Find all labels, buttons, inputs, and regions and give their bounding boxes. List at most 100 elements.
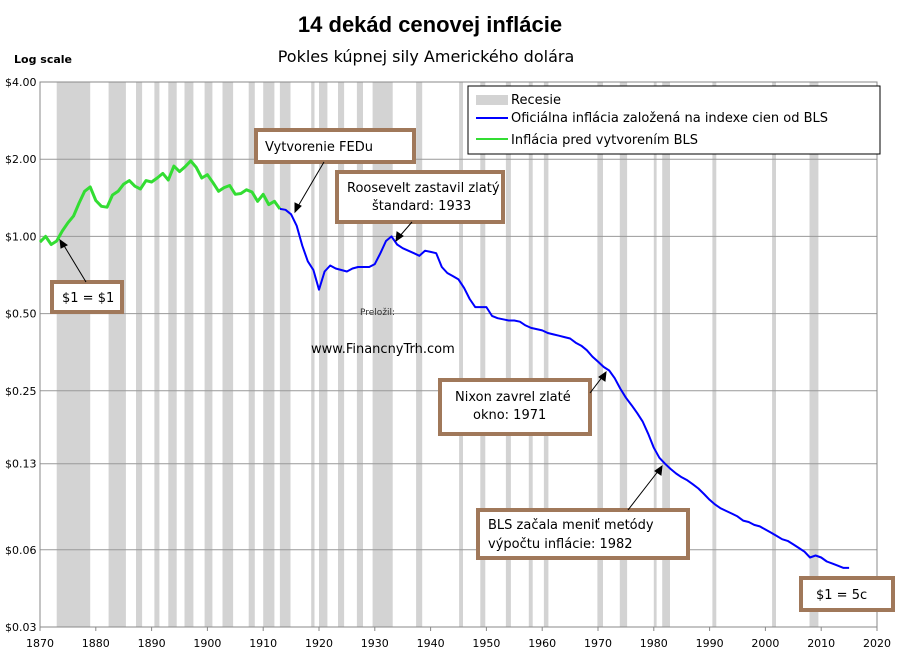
annotation-box [799, 576, 895, 612]
annotation-text: štandard: 1933 [372, 199, 471, 214]
annotation-nixon: Nixon zavrel zlaté okno: 1971 [438, 378, 592, 436]
annotation-text: BLS začala meniť metódy [488, 518, 654, 533]
recession-band-17 [459, 82, 463, 627]
recession-band-21 [543, 82, 549, 627]
annotation-text: Nixon zavrel zlaté [455, 390, 571, 405]
y-tick-label: $0.25 [5, 385, 37, 398]
recession-band-2 [136, 82, 143, 627]
recession-band-8 [248, 82, 255, 627]
recession-band-22 [597, 82, 603, 627]
annotation-arrows [59, 161, 663, 511]
recession-band-3 [154, 82, 160, 627]
series-lines [38, 159, 850, 569]
arrow-bls [627, 469, 660, 511]
recession-band-19 [505, 82, 511, 627]
annotation-text: Vytvorenie FEDu [265, 140, 373, 155]
legend-swatch-recesie [476, 95, 508, 105]
arrow-head-roosevelt [395, 231, 404, 243]
recession-band-27 [772, 82, 776, 627]
x-tick-label: 1950 [472, 637, 500, 650]
recession-band-10 [279, 82, 291, 627]
y-tick-label: $4.00 [5, 76, 37, 89]
x-tick-label: 1990 [696, 637, 724, 650]
recession-band-12 [319, 82, 328, 627]
y-scale-label: Log scale [14, 53, 72, 66]
x-tick-label: 1890 [138, 637, 166, 650]
x-tick-label: 1940 [417, 637, 445, 650]
recession-band-20 [528, 82, 533, 627]
annotation-text: Roosevelt zastavil zlatý [347, 181, 500, 196]
legend-label-recesie: Recesie [511, 93, 561, 108]
recession-band-11 [311, 82, 315, 627]
recession-band-5 [184, 82, 194, 627]
recession-band-16 [416, 82, 423, 627]
y-tick-label: $1.00 [5, 230, 37, 243]
series-line-bls [279, 207, 850, 569]
credit-url: www.FinancnyTrh.com [311, 342, 455, 357]
arrow-fed [296, 161, 325, 209]
arrow-start-dollar [62, 243, 87, 283]
arrow-head-bls [654, 464, 663, 476]
credit-label: Preložil: [360, 308, 395, 318]
chart-title: 14 dekád cenovej inflácie [298, 12, 562, 37]
x-tick-label: 2000 [751, 637, 779, 650]
annotation-fed: Vytvorenie FEDu [254, 128, 416, 164]
annotation-box [476, 508, 690, 560]
annotation-text: $1 = $1 [62, 291, 114, 306]
axis-ticks: $4.00 $2.00 $1.00 $0.50 $0.25 $0.13 $0.06 $0.03… [5, 76, 891, 650]
x-tick-label: 2020 [863, 637, 891, 650]
recession-band-28 [809, 82, 819, 627]
recession-band-24 [653, 82, 657, 627]
annotation-text: okno: 1971 [473, 408, 546, 423]
x-tick-label: 1910 [249, 637, 277, 650]
annotation-text: $1 = 5c [816, 588, 867, 603]
series-line-pre-bls [38, 159, 282, 246]
y-tick-label: $2.00 [5, 153, 37, 166]
grid [40, 81, 877, 628]
x-tick-label: 1980 [640, 637, 668, 650]
recession-band-0 [56, 82, 91, 627]
annotation-start-dollar: $1 = $1 [50, 280, 124, 314]
annotation-bls-methods: BLS začala meniť metódy výpočtu inflácie… [476, 508, 690, 560]
recession-band-14 [356, 82, 363, 627]
annotation-box [50, 280, 124, 314]
recession-band-6 [204, 82, 213, 627]
recession-band-23 [619, 82, 628, 627]
plot-area-border [39, 81, 878, 628]
recession-band-9 [263, 82, 275, 627]
arrow-head-fed [294, 202, 302, 214]
recession-band-4 [168, 82, 177, 627]
legend-label-pre-bls: Inflácia pred vytvorením BLS [511, 133, 698, 148]
annotation-end-dollar: $1 = 5c [799, 576, 895, 612]
x-tick-label: 2010 [807, 637, 835, 650]
legend: Recesie Oficiálna inflácia založená na i… [467, 85, 881, 155]
annotation-box [254, 128, 416, 164]
chart-subtitle: Pokles kúpnej sily Amerického dolára [278, 47, 575, 66]
x-tick-label: 1970 [584, 637, 612, 650]
annotation-roosevelt: Roosevelt zastavil zlatý štandard: 1933 [335, 170, 505, 224]
arrow-nixon [589, 375, 604, 394]
annotation-box [438, 378, 592, 436]
recession-band-18 [480, 82, 486, 627]
annotation-text: výpočtu inflácie: 1982 [488, 537, 633, 552]
x-tick-label: 1960 [528, 637, 556, 650]
legend-label-bls: Oficiálna inflácia založená na indexe ci… [511, 111, 828, 126]
recession-band-1 [108, 82, 126, 627]
x-tick-label: 1870 [26, 637, 54, 650]
y-tick-label: $0.06 [5, 544, 37, 557]
recession-bands [56, 82, 819, 627]
arrow-head-nixon [598, 370, 607, 382]
recession-band-7 [222, 82, 234, 627]
arrow-head-start-dollar [59, 238, 68, 249]
recession-band-13 [338, 82, 345, 627]
recession-band-25 [662, 82, 670, 627]
x-tick-label: 1880 [82, 637, 110, 650]
recession-band-26 [712, 82, 717, 627]
y-tick-label: $0.03 [5, 621, 37, 634]
y-tick-label: $0.50 [5, 308, 37, 321]
x-tick-label: 1920 [305, 637, 333, 650]
annotation-box [335, 170, 505, 224]
x-tick-label: 1900 [193, 637, 221, 650]
y-tick-label: $0.13 [5, 458, 37, 471]
